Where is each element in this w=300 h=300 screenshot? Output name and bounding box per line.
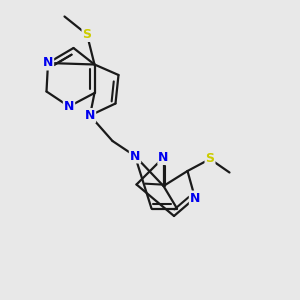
Text: N: N	[64, 100, 74, 113]
Text: N: N	[43, 56, 53, 70]
Text: N: N	[85, 109, 95, 122]
Text: S: S	[82, 28, 91, 41]
Text: N: N	[130, 149, 140, 163]
Text: N: N	[158, 151, 169, 164]
Text: N: N	[190, 191, 200, 205]
Text: S: S	[206, 152, 214, 166]
